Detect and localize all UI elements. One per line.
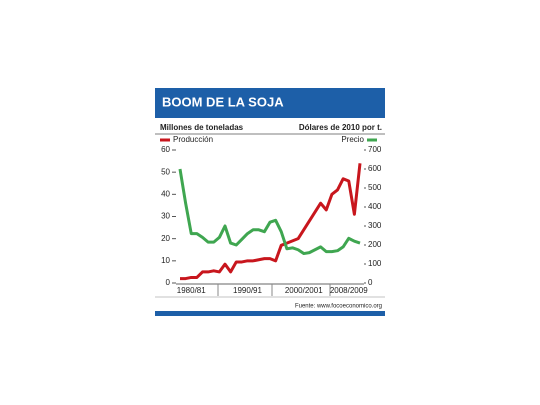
series-line [180,163,362,281]
legend-label: Precio [341,135,364,144]
y-tick-label: 30 [161,212,170,221]
y2-tick-label: 200 [368,240,382,249]
y2-tick-label: 100 [368,259,382,268]
y-tick-label: 0 [166,278,171,287]
y2-label: Dólares de 2010 por t. [299,123,382,132]
y-tick-label: 60 [161,145,170,154]
x-tick-label: 1980/81 [177,286,206,295]
y2-tick-label: 0 [368,278,373,287]
y2-tick-label: 400 [368,202,382,211]
y2-tick-label: 500 [368,183,382,192]
y-tick-label: 40 [161,189,170,198]
y2-tick-label: 600 [368,164,382,173]
y2-tick-label: 700 [368,145,382,154]
x-tick-label: 2008/2009 [330,286,368,295]
y-label: Millones de toneladas [160,123,244,132]
y2-tick-label: 300 [368,221,382,230]
legend-label: Producción [173,135,213,144]
y-tick-label: 20 [161,234,170,243]
title-bar [155,88,385,118]
source: Fuente: www.focoeconomico.org [295,304,382,310]
series-line [178,168,361,256]
chart-title: BOOM DE LA SOJA [162,94,284,109]
y-tick-label: 10 [161,256,170,265]
x-tick-label: 1990/91 [233,286,262,295]
x-tick-label: 2000/2001 [285,286,323,295]
y-tick-label: 50 [161,167,170,176]
